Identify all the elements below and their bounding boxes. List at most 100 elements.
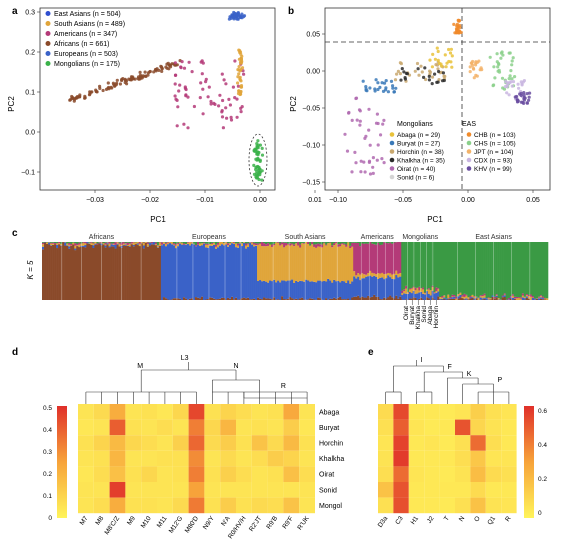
- admixture-bar: [393, 273, 396, 280]
- admixture-bar: [176, 242, 180, 245]
- admixture-bar: [369, 297, 372, 300]
- data-point: [499, 56, 503, 60]
- admixture-bar: [427, 293, 431, 299]
- column-label: R9'B: [265, 515, 279, 530]
- data-point: [257, 177, 261, 182]
- admixture-bar: [424, 293, 427, 295]
- heatmap-cell: [188, 435, 205, 451]
- admixture-bar: [309, 281, 312, 299]
- admixture-bar: [263, 297, 266, 300]
- admixture-bar: [50, 243, 53, 246]
- admixture-bar: [176, 298, 180, 300]
- admixture-bar: [495, 297, 498, 300]
- data-point: [238, 50, 242, 55]
- admixture-bar: [257, 244, 260, 282]
- column-label: N9/Y: [202, 515, 216, 531]
- data-point: [98, 84, 102, 88]
- admixture-bar: [353, 296, 356, 300]
- admixture-bar: [257, 297, 260, 300]
- panel-b-xlabel: PC1: [427, 215, 443, 224]
- admixture-bar: [313, 244, 316, 247]
- admixture-bar: [441, 242, 444, 296]
- admixture-bar: [154, 244, 158, 246]
- admixture-bar: [42, 242, 45, 243]
- data-point: [371, 156, 375, 160]
- admixture-bar: [521, 242, 525, 294]
- admixture-bar: [424, 294, 427, 300]
- data-point: [491, 84, 495, 88]
- admixture-bar: [337, 297, 340, 300]
- admixture-bar: [212, 298, 216, 300]
- admixture-bar: [311, 298, 314, 300]
- xtick-label: 0.00: [461, 197, 475, 204]
- admixture-bar: [441, 295, 444, 298]
- admixture-bar: [76, 245, 79, 246]
- admixture-bar: [96, 242, 99, 244]
- data-point: [242, 14, 247, 18]
- admixture-bar: [283, 299, 286, 300]
- admixture-bar: [377, 296, 380, 300]
- admixture-bar: [287, 242, 290, 244]
- admixture-bar: [239, 299, 242, 300]
- heatmap-cell: [172, 466, 189, 482]
- data-point: [106, 81, 110, 85]
- admixture-bar: [483, 295, 486, 298]
- panel-a-xticks: −0.03 −0.02 −0.01 0.00 0.01: [86, 190, 322, 204]
- admixture-bar: [399, 276, 402, 297]
- admixture-bar: [307, 280, 310, 300]
- admixture-bar: [265, 298, 268, 300]
- data-point: [120, 78, 124, 83]
- admixture-bar: [82, 246, 85, 300]
- data-point: [419, 64, 423, 68]
- admixture-bar: [429, 295, 432, 300]
- admixture-bar: [420, 288, 423, 292]
- admixture-bar: [337, 244, 340, 247]
- group-label: Mongolians: [402, 234, 438, 241]
- heatmap-cell: [204, 482, 221, 498]
- heatmap-cell: [485, 466, 502, 482]
- admixture-bar: [126, 244, 129, 246]
- data-point: [255, 145, 260, 149]
- admixture-bar: [235, 243, 238, 248]
- admixture-bar: [353, 276, 356, 297]
- admixture-bar: [481, 294, 484, 297]
- clade-label: R: [281, 383, 286, 390]
- admixture-bar: [271, 242, 274, 245]
- admixture-bar: [160, 244, 164, 246]
- data-point: [468, 65, 472, 69]
- data-point: [375, 112, 379, 116]
- admixture-bar: [339, 246, 342, 283]
- legend-swatch: [45, 61, 51, 66]
- data-point: [187, 60, 191, 64]
- heatmap-cell: [485, 419, 502, 436]
- admixture-bar: [305, 279, 308, 300]
- admixture-bar: [275, 282, 278, 300]
- admixture-bar: [74, 243, 77, 246]
- data-point: [257, 158, 261, 162]
- panel-a-ylabel: PC2: [7, 96, 16, 112]
- admixture-bar: [303, 242, 306, 244]
- admixture-bar: [132, 244, 136, 247]
- data-point: [236, 91, 241, 96]
- admixture-bar: [275, 242, 278, 283]
- admixture-bar: [521, 293, 525, 296]
- admixture-bar: [78, 244, 81, 248]
- admixture-bar: [519, 298, 523, 300]
- admixture-bar: [393, 298, 396, 300]
- admixture-bar: [355, 242, 358, 276]
- admixture-bar: [317, 243, 320, 247]
- admixture-bar: [379, 242, 382, 246]
- legend-swatch: [45, 51, 51, 56]
- heatmap-cell: [283, 419, 300, 436]
- heatmap-cell: [267, 450, 284, 467]
- admixture-bar: [283, 242, 286, 248]
- admixture-bar: [88, 243, 91, 244]
- data-point: [508, 51, 512, 55]
- admixture-bar: [517, 297, 521, 298]
- admixture-bar: [168, 242, 172, 244]
- admixture-bar: [221, 297, 224, 300]
- column-label: M8: [94, 515, 105, 527]
- data-point: [143, 70, 147, 74]
